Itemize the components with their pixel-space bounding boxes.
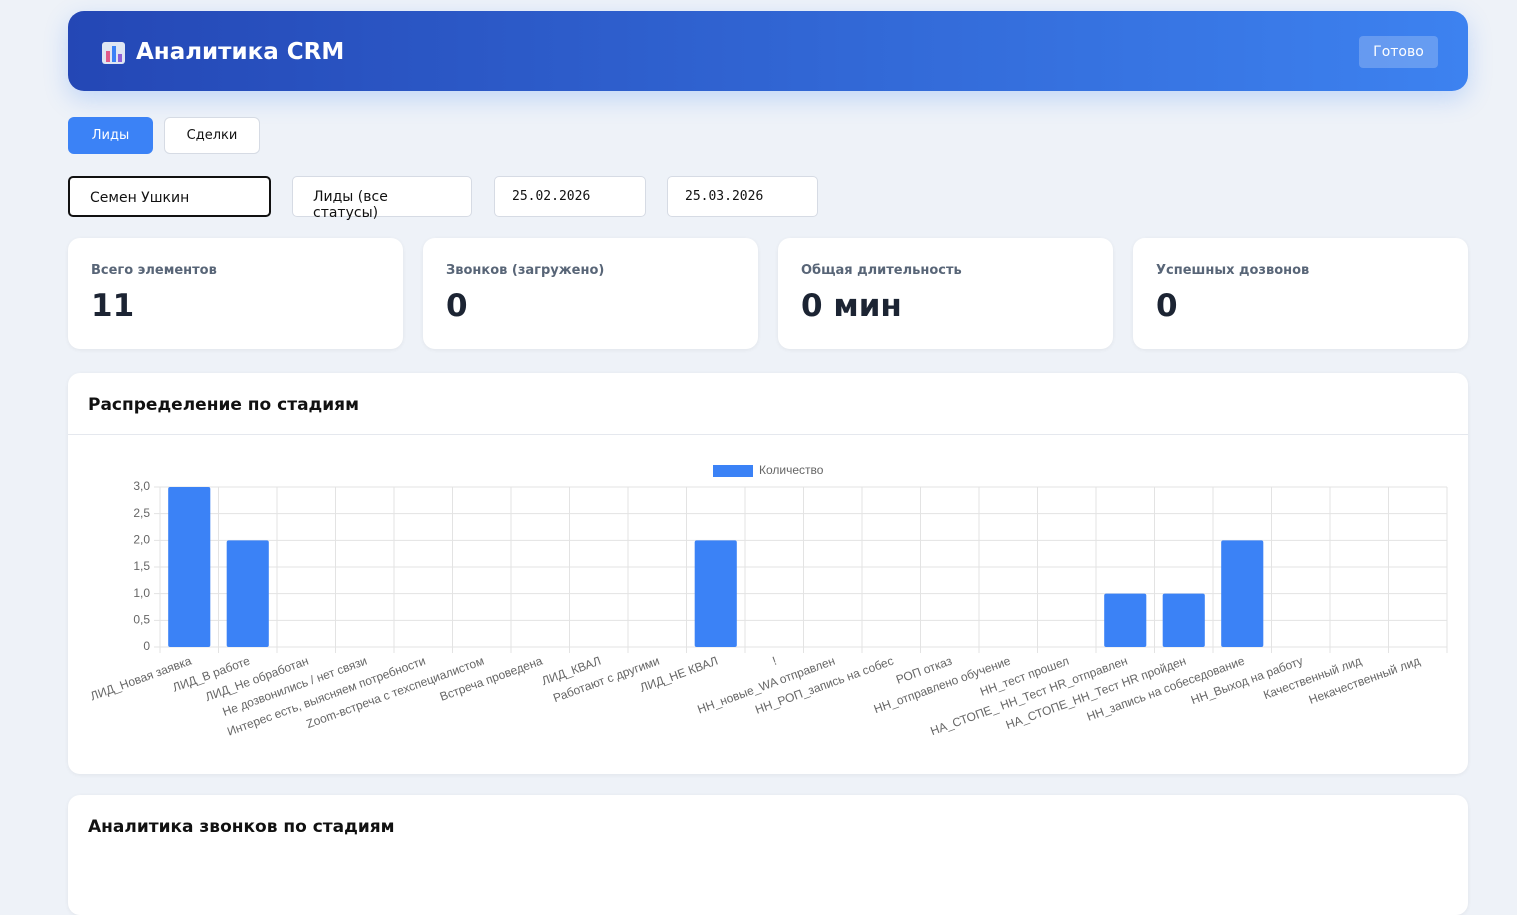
done-button[interactable]: Готово [1359, 36, 1438, 68]
divider [68, 434, 1468, 435]
page: Аналитика CRM Готово Лиды Сделки Семен У… [68, 11, 1468, 915]
y-tick-label: 3,0 [133, 479, 150, 493]
stat-label: Общая длительность [801, 263, 962, 278]
y-tick-label: 1,0 [133, 586, 150, 600]
bar [1162, 593, 1205, 647]
tab-deals[interactable]: Сделки [164, 117, 260, 154]
stat-value: 0 мин [801, 288, 902, 324]
stat-card: Звонков (загружено) 0 [423, 238, 758, 349]
bar [694, 540, 737, 647]
section-title: Распределение по стадиям [88, 395, 359, 415]
user-select[interactable]: Семен Ушкин [68, 176, 271, 217]
legend-label: Количество [759, 463, 824, 477]
header: Аналитика CRM Готово [68, 11, 1468, 91]
bar [168, 487, 211, 647]
stat-value: 0 [1156, 288, 1178, 324]
bar [226, 540, 269, 647]
stat-value: 0 [446, 288, 468, 324]
y-tick-label: 0 [143, 639, 150, 653]
date-from[interactable]: 25.02.2026 [494, 176, 646, 217]
y-tick-label: 2,5 [133, 506, 150, 520]
header-title: Аналитика CRM [136, 39, 345, 65]
legend-swatch [713, 465, 753, 477]
stat-label: Звонков (загружено) [446, 263, 605, 278]
header-icon [102, 42, 125, 64]
stat-card: Общая длительность 0 мин [778, 238, 1113, 349]
calls-card: Аналитика звонков по стадиям [68, 795, 1468, 915]
stat-card: Всего элементов 11 [68, 238, 403, 349]
stat-card: Успешных дозвонов 0 [1133, 238, 1468, 349]
x-tick-label: ! [770, 654, 778, 668]
tab-leads[interactable]: Лиды [68, 117, 153, 154]
bar [1104, 593, 1147, 647]
date-to[interactable]: 25.03.2026 [667, 176, 818, 217]
stage-chart-card: Распределение по стадиям 0 0,5 1,0 1,5 2,0 2,… [68, 373, 1468, 774]
section-title: Аналитика звонков по стадиям [88, 817, 395, 837]
bar [1221, 540, 1264, 647]
y-tick-label: 2,0 [133, 533, 150, 547]
x-tick-label: Встреча проведена [438, 654, 545, 704]
y-tick-label: 0,5 [133, 613, 150, 627]
y-tick-label: 1,5 [133, 559, 150, 573]
status-select[interactable]: Лиды (все статусы) [292, 176, 472, 221]
stat-label: Всего элементов [91, 263, 217, 278]
stat-label: Успешных дозвонов [1156, 263, 1310, 278]
stat-value: 11 [91, 288, 135, 324]
